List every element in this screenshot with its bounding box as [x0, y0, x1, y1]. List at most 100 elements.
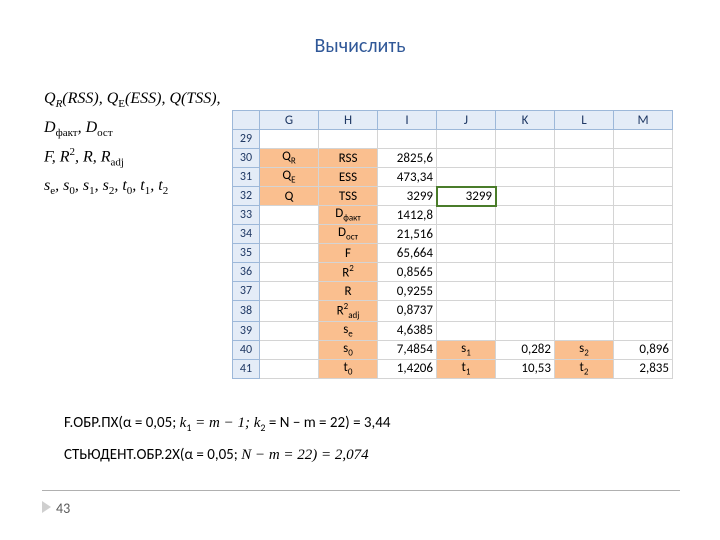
- cell[interactable]: [614, 225, 673, 244]
- row-header-29[interactable]: 29: [233, 130, 260, 149]
- cell[interactable]: 7,4854: [378, 340, 437, 359]
- cell[interactable]: [555, 130, 614, 149]
- cell[interactable]: R2adj: [319, 301, 378, 322]
- cell[interactable]: [555, 321, 614, 340]
- cell[interactable]: [319, 130, 378, 149]
- cell[interactable]: s1: [437, 340, 496, 359]
- cell[interactable]: 0,9255: [378, 282, 437, 301]
- cell[interactable]: [260, 340, 319, 359]
- row-header-40[interactable]: 40: [233, 340, 260, 359]
- cell[interactable]: [614, 301, 673, 322]
- col-header-M[interactable]: M: [614, 111, 673, 130]
- cell[interactable]: Q: [260, 187, 319, 206]
- cell[interactable]: t0: [319, 359, 378, 378]
- cell[interactable]: QR: [260, 149, 319, 168]
- row-header-33[interactable]: 33: [233, 206, 260, 225]
- cell[interactable]: [496, 301, 555, 322]
- cell[interactable]: 2,835: [614, 359, 673, 378]
- cell[interactable]: s0: [319, 340, 378, 359]
- cell[interactable]: [437, 244, 496, 263]
- cell[interactable]: [260, 244, 319, 263]
- col-header-H[interactable]: H: [319, 111, 378, 130]
- cell[interactable]: RSS: [319, 149, 378, 168]
- cell[interactable]: [260, 263, 319, 282]
- cell[interactable]: se: [319, 321, 378, 340]
- cell[interactable]: 473,34: [378, 168, 437, 187]
- cell-selected[interactable]: 3299: [437, 187, 496, 206]
- cell[interactable]: [555, 282, 614, 301]
- col-header-J[interactable]: J: [437, 111, 496, 130]
- cell[interactable]: [437, 130, 496, 149]
- cell[interactable]: 0,282: [496, 340, 555, 359]
- cell[interactable]: F: [319, 244, 378, 263]
- cell[interactable]: [496, 321, 555, 340]
- row-header-39[interactable]: 39: [233, 321, 260, 340]
- cell[interactable]: [437, 263, 496, 282]
- cell[interactable]: [614, 321, 673, 340]
- cell[interactable]: 1,4206: [378, 359, 437, 378]
- cell[interactable]: Dост: [319, 225, 378, 244]
- cell[interactable]: [496, 263, 555, 282]
- cell[interactable]: [614, 206, 673, 225]
- cell[interactable]: [378, 130, 437, 149]
- row-header-31[interactable]: 31: [233, 168, 260, 187]
- cell[interactable]: [260, 225, 319, 244]
- cell[interactable]: s2: [555, 340, 614, 359]
- cell[interactable]: t1: [437, 359, 496, 378]
- cell[interactable]: [437, 168, 496, 187]
- cell[interactable]: Dфакт: [319, 206, 378, 225]
- col-header-L[interactable]: L: [555, 111, 614, 130]
- cell[interactable]: [614, 263, 673, 282]
- cell[interactable]: 0,8565: [378, 263, 437, 282]
- cell[interactable]: R2: [319, 263, 378, 282]
- cell[interactable]: R: [319, 282, 378, 301]
- row-header-30[interactable]: 30: [233, 149, 260, 168]
- cell[interactable]: [496, 168, 555, 187]
- cell[interactable]: QE: [260, 168, 319, 187]
- cell[interactable]: [555, 263, 614, 282]
- cell[interactable]: [437, 321, 496, 340]
- cell[interactable]: [437, 149, 496, 168]
- cell[interactable]: [437, 282, 496, 301]
- cell[interactable]: [496, 282, 555, 301]
- cell[interactable]: [260, 206, 319, 225]
- cell[interactable]: [555, 187, 614, 206]
- cell[interactable]: 65,664: [378, 244, 437, 263]
- cell[interactable]: [437, 301, 496, 322]
- cell[interactable]: 3299: [378, 187, 437, 206]
- col-header-K[interactable]: K: [496, 111, 555, 130]
- cell[interactable]: t2: [555, 359, 614, 378]
- col-header-G[interactable]: G: [260, 111, 319, 130]
- select-all-corner[interactable]: [233, 111, 260, 130]
- cell[interactable]: [260, 130, 319, 149]
- row-header-41[interactable]: 41: [233, 359, 260, 378]
- cell[interactable]: [260, 321, 319, 340]
- cell[interactable]: [614, 130, 673, 149]
- cell[interactable]: [496, 149, 555, 168]
- row-header-35[interactable]: 35: [233, 244, 260, 263]
- cell[interactable]: [614, 187, 673, 206]
- cell[interactable]: 1412,8: [378, 206, 437, 225]
- cell[interactable]: [614, 244, 673, 263]
- cell[interactable]: ESS: [319, 168, 378, 187]
- cell[interactable]: [496, 130, 555, 149]
- cell[interactable]: [260, 359, 319, 378]
- cell[interactable]: 21,516: [378, 225, 437, 244]
- cell[interactable]: 4,6385: [378, 321, 437, 340]
- row-header-32[interactable]: 32: [233, 187, 260, 206]
- row-header-38[interactable]: 38: [233, 301, 260, 322]
- cell[interactable]: 0,8737: [378, 301, 437, 322]
- cell[interactable]: [555, 168, 614, 187]
- cell[interactable]: [437, 225, 496, 244]
- cell[interactable]: 2825,6: [378, 149, 437, 168]
- cell[interactable]: [260, 282, 319, 301]
- row-header-36[interactable]: 36: [233, 263, 260, 282]
- col-header-I[interactable]: I: [378, 111, 437, 130]
- cell[interactable]: [555, 225, 614, 244]
- cell[interactable]: [496, 187, 555, 206]
- cell[interactable]: [614, 282, 673, 301]
- cell[interactable]: [496, 206, 555, 225]
- row-header-34[interactable]: 34: [233, 225, 260, 244]
- cell[interactable]: [555, 301, 614, 322]
- cell[interactable]: 10,53: [496, 359, 555, 378]
